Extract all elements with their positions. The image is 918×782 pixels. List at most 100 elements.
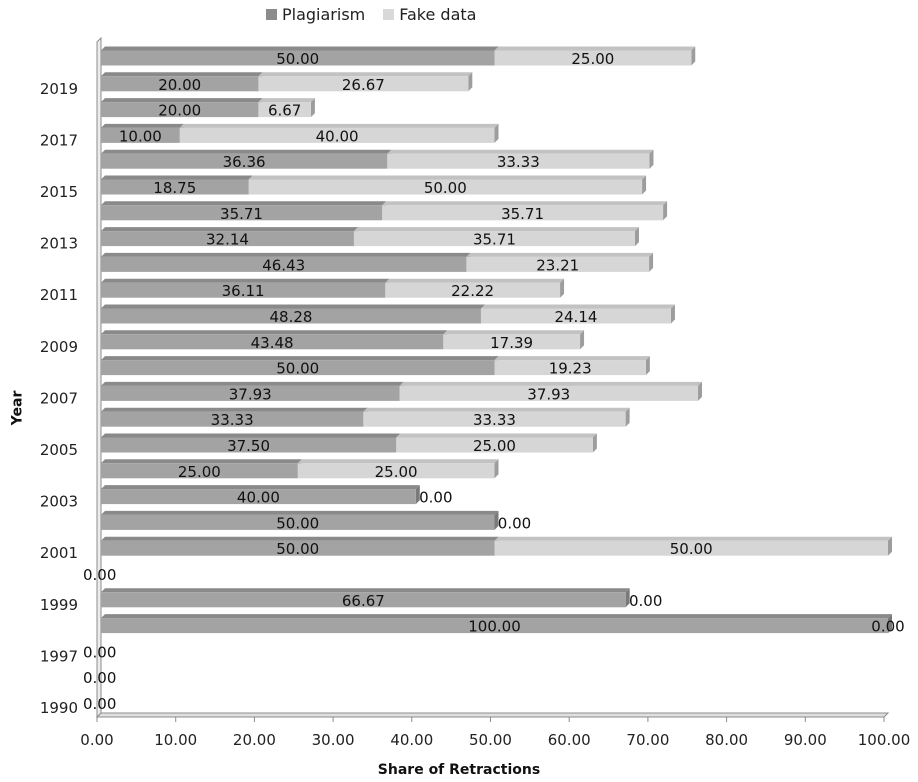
data-label-plagiarism: 25.00 [178,463,221,481]
bar-plagiarism [101,127,180,143]
y-tick-label: 1990 [40,699,78,717]
bar-plagiarism [101,76,259,92]
data-label-plagiarism: 33.33 [211,411,254,429]
bar-plagiarism [101,102,259,118]
x-tick-label: 50.00 [469,731,512,749]
x-tick-label: 20.00 [233,731,276,749]
x-tick-label: 60.00 [548,731,591,749]
data-label-plagiarism: 20.00 [158,76,201,94]
bar-fake-data-side [580,330,585,350]
x-tick-label: 70.00 [626,731,669,749]
bar-fake-data-top [494,536,892,541]
data-label-plagiarism: 46.43 [262,256,305,274]
bar-fake-data-side [698,381,703,401]
data-label-fake-data: 33.33 [497,153,540,171]
bar-plagiarism-side [494,510,499,530]
legend-swatch-plagiarism [266,9,277,20]
bar-plagiarism-top [101,175,253,180]
bar-plagiarism-top [101,149,392,154]
data-label-plagiarism: 50.00 [276,540,319,558]
data-label-plagiarism: 50.00 [276,514,319,532]
bar-fake-data-top [385,278,565,283]
bar-fake-data-top [363,407,630,412]
data-label-fake-data: 0.00 [871,618,904,636]
bar-plagiarism-top [101,252,471,257]
x-tick-label: 100.00 [858,731,911,749]
data-label-plagiarism: 36.36 [223,153,266,171]
data-label-fake-data: 24.14 [554,308,597,326]
data-label-plagiarism: 36.11 [222,282,265,300]
bar-plagiarism-top [101,123,184,128]
bar-plagiarism [101,256,467,272]
bar-plagiarism-top [101,356,499,361]
data-label-fake-data: 33.33 [473,411,516,429]
x-tick-label: 90.00 [784,731,827,749]
bar-fake-data-side [634,227,639,247]
data-label-fake-data: 6.67 [268,102,301,120]
y-tick-label: 1999 [40,596,78,614]
bar-plagiarism-top [101,304,485,309]
data-label-plagiarism: 10.00 [119,127,162,145]
legend-swatch-fake-data [383,9,395,20]
bar-fake-data [494,540,888,556]
x-axis-label: Share of Retractions [377,762,541,778]
data-label-fake-data: 25.00 [571,50,614,68]
x-tick-label: 10.00 [154,731,197,749]
bar-plagiarism [101,463,298,479]
bar-fake-data-side [494,123,499,143]
bar-fake-data-side [468,72,473,92]
bar-fake-data-top [480,304,675,309]
bar-plagiarism [101,179,249,195]
bar-fake-data-top [443,330,585,335]
data-label-plagiarism: 35.71 [220,205,263,223]
y-tick-label: 2001 [40,544,78,562]
data-label-fake-data: 50.00 [424,179,467,197]
bar-plagiarism-top [101,485,420,490]
bar-plagiarism [101,360,495,376]
data-label-plagiarism: 0.00 [83,695,116,713]
bar-fake-data-top [387,149,654,154]
bar-plagiarism-side [625,588,630,608]
bar-fake-data-top [382,201,668,206]
y-tick-label: 1997 [40,647,78,665]
data-label-plagiarism: 0.00 [83,643,116,661]
bar-plagiarism-top [101,433,401,438]
y-tick-label: 2003 [40,493,78,511]
legend-label-fake-data: Fake data [399,5,477,24]
bar-fake-data-side [592,433,597,453]
bar-fake-data [363,411,626,427]
data-label-fake-data: 40.00 [316,127,359,145]
bar-plagiarism [101,50,495,66]
bar-fake-data-top [297,459,499,464]
bar-plagiarism [101,153,388,169]
bar-plagiarism [101,437,397,453]
data-label-plagiarism: 0.00 [83,566,116,584]
bar-fake-data-top [494,356,650,361]
data-label-fake-data: 0.00 [498,514,531,532]
data-label-plagiarism: 50.00 [276,360,319,378]
bar-fake-data-side [494,459,499,479]
bar-plagiarism-side [415,485,420,505]
y-tick-label: 2013 [40,235,78,253]
data-label-fake-data: 35.71 [501,205,544,223]
bar-plagiarism-top [101,510,499,515]
data-label-plagiarism: 40.00 [237,489,280,507]
x-tick-label: 0.00 [80,731,113,749]
legend-item-fake-data: Fake data [383,5,476,24]
bar-fake-data-side [560,278,565,298]
bar-plagiarism-top [101,278,390,283]
data-label-plagiarism: 43.48 [251,334,294,352]
bar-fake-data [297,463,495,479]
y-tick-label: 2017 [40,131,78,149]
data-label-plagiarism: 50.00 [276,50,319,68]
bar-plagiarism [101,385,400,401]
bar-fake-data [248,179,643,195]
data-label-fake-data: 17.39 [490,334,533,352]
bar-plagiarism [101,618,888,634]
legend-label-plagiarism: Plagiarism [282,5,366,24]
plot-floor [95,712,890,718]
x-tick-label: 30.00 [312,731,355,749]
bar-plagiarism [101,592,626,608]
bar-fake-data-side [642,175,647,195]
